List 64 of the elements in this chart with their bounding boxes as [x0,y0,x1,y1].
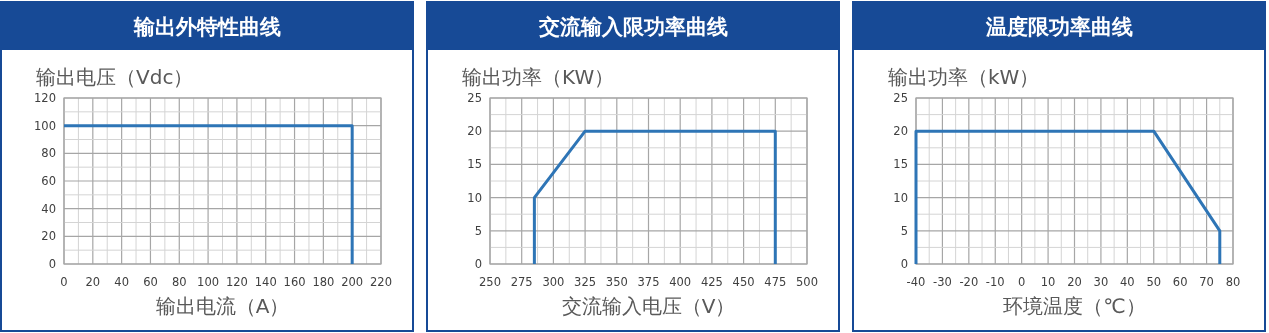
y-tick-label: 15 [893,157,908,172]
x-tick-label: 100 [197,275,220,289]
y-tick-label: 10 [467,190,482,205]
x-tick-label: 80 [1225,275,1241,289]
x-tick-label: 70 [1199,275,1214,289]
x-tick-label: 40 [114,275,129,289]
x-tick-label: -30 [933,275,952,289]
x-tick-label: 300 [542,275,565,289]
x-tick-label: 475 [764,275,787,289]
y-tick-label: 25 [893,91,908,105]
y-axis-title: 输出电压（Vdc） [36,65,194,89]
y-axis-title: 输出功率（kW） [888,65,1040,89]
y-tick-label: 120 [34,91,56,105]
x-tick-label: 40 [1120,275,1135,289]
chart-title: 输出外特性曲线 [132,15,281,39]
x-tick-label: 375 [637,275,660,289]
x-tick-label: 325 [574,275,597,289]
x-tick-label: 200 [341,275,364,289]
x-tick-label: 30 [1093,275,1109,289]
y-tick-label: 80 [41,146,56,161]
x-axis-title: 交流输入电压（V） [561,294,736,318]
y-tick-label: 40 [41,201,56,216]
y-tick-label: 100 [34,118,56,133]
x-tick-label: 180 [312,275,335,289]
y-tick-label: 25 [467,91,482,105]
y-axis-title: 输出功率（KW） [462,65,615,89]
x-tick-label: 500 [796,275,818,289]
x-tick-label: 60 [1172,275,1188,289]
x-axis-title: 输出电流（A） [155,294,290,318]
x-tick-label: 350 [605,275,628,289]
x-tick-label: 140 [254,275,277,289]
x-tick-label: 50 [1146,275,1162,289]
y-tick-label: 60 [41,174,56,188]
y-tick-label: 5 [900,223,908,238]
x-tick-label: 160 [283,275,306,289]
x-tick-label: 450 [732,275,755,289]
x-tick-label: 20 [85,275,101,289]
y-tick-label: 0 [474,257,482,271]
x-tick-label: 425 [700,275,723,289]
x-tick-label: -40 [906,275,926,289]
x-tick-label: 220 [370,275,392,289]
x-tick-label: 120 [225,275,248,289]
x-tick-label: -20 [959,275,979,289]
y-tick-label: 0 [48,257,56,271]
y-tick-label: 0 [900,257,908,271]
x-tick-label: 10 [1040,275,1056,289]
x-tick-label: 0 [60,275,68,289]
y-tick-label: 5 [474,223,482,238]
x-axis-title: 环境温度（℃） [1003,294,1146,318]
x-tick-label: 400 [669,275,692,289]
x-tick-label: 60 [143,275,158,289]
y-tick-label: 10 [893,190,908,205]
x-tick-label: 80 [171,275,187,289]
y-tick-label: 20 [41,229,56,244]
y-tick-label: 20 [467,124,482,139]
x-tick-label: 275 [510,275,533,289]
x-tick-label: -10 [985,275,1005,289]
y-tick-label: 20 [893,124,908,139]
x-tick-label: 0 [1018,275,1026,289]
x-tick-label: 250 [479,275,501,289]
chart-title: 温度限功率曲线 [984,15,1133,39]
x-tick-label: 20 [1067,275,1082,289]
y-tick-label: 15 [467,157,482,172]
chart-title: 交流输入限功率曲线 [537,15,728,39]
